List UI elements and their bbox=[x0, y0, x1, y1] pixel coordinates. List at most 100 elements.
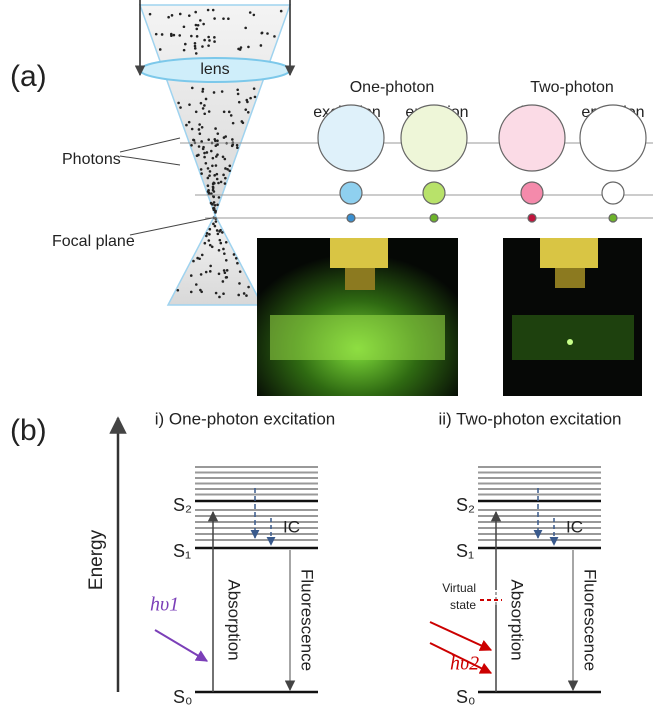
dot bbox=[195, 110, 198, 113]
dot bbox=[224, 271, 227, 274]
dot bbox=[222, 280, 225, 283]
dot bbox=[209, 270, 212, 273]
dot bbox=[183, 49, 186, 52]
s2-label: S₂ bbox=[173, 495, 192, 515]
dot bbox=[198, 128, 201, 131]
dot bbox=[236, 146, 239, 149]
dot bbox=[201, 254, 204, 257]
dot bbox=[177, 289, 180, 292]
dot bbox=[215, 164, 218, 167]
dot bbox=[221, 231, 224, 234]
dot bbox=[201, 45, 204, 48]
photo-one-photon bbox=[257, 238, 458, 396]
dot bbox=[243, 292, 246, 295]
dot bbox=[178, 34, 181, 37]
dot bbox=[213, 190, 216, 193]
panel-label: (b) bbox=[10, 414, 47, 447]
dot bbox=[210, 150, 213, 153]
dot bbox=[202, 146, 205, 149]
dot bbox=[236, 88, 239, 91]
dot bbox=[215, 155, 218, 158]
dot bbox=[210, 202, 213, 205]
dot bbox=[190, 35, 193, 38]
dot bbox=[214, 144, 217, 147]
dot bbox=[224, 158, 227, 161]
dot bbox=[200, 140, 203, 143]
fluorescence-label: Fluorescence bbox=[298, 569, 317, 671]
dot bbox=[167, 16, 170, 19]
dot bbox=[254, 96, 257, 99]
dot bbox=[194, 47, 197, 50]
column-title: One-photon bbox=[350, 79, 435, 96]
dot bbox=[218, 249, 221, 252]
dot bbox=[218, 196, 221, 199]
dot bbox=[214, 127, 217, 130]
dot bbox=[203, 156, 206, 159]
dot bbox=[216, 203, 219, 206]
dot bbox=[231, 138, 234, 141]
dot bbox=[191, 87, 194, 90]
dot bbox=[197, 24, 200, 27]
dot bbox=[179, 13, 182, 16]
panel-label: (a) bbox=[10, 60, 47, 93]
dot bbox=[213, 40, 216, 43]
dot bbox=[237, 48, 240, 51]
dot bbox=[239, 270, 242, 273]
axis-label: Energy bbox=[86, 529, 107, 590]
dot bbox=[149, 13, 152, 16]
dot bbox=[238, 101, 241, 104]
column-title: Two-photon bbox=[530, 79, 614, 96]
dot bbox=[213, 36, 216, 39]
dot bbox=[173, 34, 176, 37]
dot bbox=[200, 172, 203, 175]
dot bbox=[223, 269, 226, 272]
fluorescence-label: Fluorescence bbox=[581, 569, 600, 671]
virtual-state-label: Virtual bbox=[442, 581, 476, 595]
dot bbox=[228, 164, 231, 167]
dot bbox=[208, 39, 211, 42]
dot bbox=[225, 276, 228, 279]
dot bbox=[261, 31, 264, 34]
dot bbox=[193, 139, 196, 142]
dot bbox=[194, 45, 197, 48]
dot bbox=[228, 169, 231, 172]
dot bbox=[216, 132, 219, 135]
photon-label: hυ2 bbox=[450, 653, 479, 675]
dot bbox=[213, 138, 216, 141]
dot bbox=[209, 265, 212, 268]
dot bbox=[237, 93, 240, 96]
dot bbox=[219, 229, 222, 232]
dot bbox=[223, 110, 226, 113]
dot bbox=[214, 225, 217, 228]
dot bbox=[217, 182, 220, 185]
dot bbox=[207, 177, 210, 180]
dot bbox=[206, 232, 209, 235]
dot bbox=[216, 139, 219, 142]
dot bbox=[220, 181, 223, 184]
dot bbox=[208, 110, 211, 113]
dot bbox=[208, 174, 211, 177]
dot bbox=[207, 167, 210, 170]
photon-arrow bbox=[430, 622, 491, 650]
ic-label: IC bbox=[283, 517, 300, 536]
dot bbox=[266, 32, 269, 35]
s0-label: S₀ bbox=[173, 687, 192, 707]
dot bbox=[222, 156, 225, 159]
dot bbox=[205, 98, 208, 101]
dot bbox=[213, 17, 216, 20]
pointer bbox=[120, 138, 180, 152]
dot bbox=[218, 296, 221, 299]
dot bbox=[245, 294, 248, 297]
dot bbox=[207, 189, 210, 192]
dot bbox=[202, 107, 205, 110]
dot bbox=[191, 128, 194, 131]
dot bbox=[228, 111, 231, 114]
s1-label: S₁ bbox=[456, 541, 474, 561]
dot bbox=[209, 244, 212, 247]
dot bbox=[213, 182, 216, 185]
absorption-label: Absorption bbox=[508, 579, 527, 660]
photon-arrow bbox=[155, 630, 207, 661]
diagram-title: ii) Two-photon excitation bbox=[438, 409, 621, 428]
dot bbox=[188, 14, 191, 17]
dot bbox=[183, 25, 186, 28]
